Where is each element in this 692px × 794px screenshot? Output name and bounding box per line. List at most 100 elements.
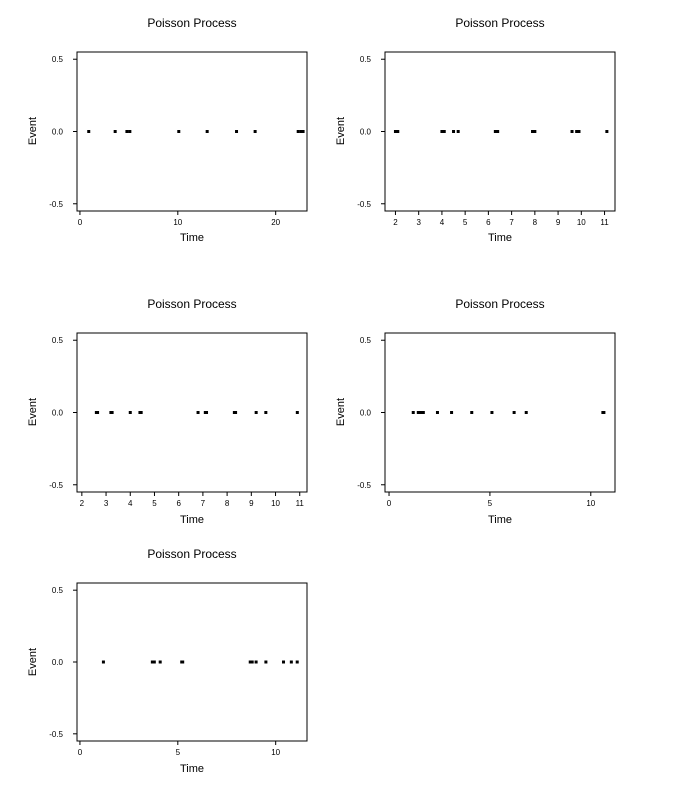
x-axis: 0 5 10 [387, 492, 596, 508]
data-point [101, 660, 105, 664]
data-points [94, 411, 299, 414]
y-axis: 0.5 0.0 -0.5 [49, 586, 77, 739]
data-point [234, 411, 238, 414]
y-tick-label: -0.5 [49, 481, 63, 490]
data-point [296, 130, 300, 133]
data-point [570, 130, 574, 133]
x-tick-label: 0 [78, 218, 83, 227]
y-axis: 0.5 0.0 -0.5 [357, 336, 385, 490]
data-point [531, 130, 535, 133]
x-tick-label: 10 [271, 499, 280, 508]
y-tick-label: -0.5 [357, 481, 371, 490]
data-point [575, 130, 579, 133]
data-point [235, 130, 239, 133]
data-point [452, 130, 456, 133]
data-point [421, 411, 425, 414]
x-tick-label: 8 [225, 499, 230, 508]
data-point [416, 411, 420, 414]
x-tick-label: 3 [416, 218, 421, 227]
data-point [411, 411, 415, 414]
y-axis-label: Event [27, 117, 39, 145]
y-axis: 0.5 0.0 -0.5 [357, 55, 385, 209]
data-point [177, 130, 181, 133]
data-point [96, 411, 100, 414]
x-axis: 0 10 20 [78, 211, 281, 227]
data-point [533, 130, 537, 133]
y-tick-label: -0.5 [357, 200, 371, 209]
x-tick-label: 6 [176, 499, 181, 508]
data-point [577, 130, 581, 133]
data-point [396, 130, 400, 133]
chart-title: Poisson Process [147, 16, 236, 30]
y-tick-label: 0.5 [52, 55, 64, 64]
x-tick-label: 9 [556, 218, 561, 227]
chart-title: Poisson Process [147, 547, 236, 561]
chart-panel-3: Poisson Process 0.50.0-0.5 2 3 4 5 6 7 8 9 10 11 … [27, 297, 308, 526]
y-axis-label: Event [27, 398, 39, 426]
data-point [248, 660, 252, 664]
data-point [442, 130, 446, 133]
data-point [299, 130, 303, 133]
data-point [450, 411, 454, 414]
data-point [282, 660, 286, 664]
data-point [264, 411, 268, 414]
data-point [295, 411, 299, 414]
y-tick-label: 0.0 [52, 658, 64, 667]
data-point [264, 660, 268, 664]
x-tick-label: 10 [271, 748, 280, 757]
data-point [205, 130, 209, 133]
x-tick-label: 0 [387, 499, 392, 508]
x-tick-label: 10 [577, 218, 586, 227]
y-tick-label: -0.5 [49, 200, 63, 209]
chart-panel-1: Poisson Process 0.5 0.0 -0.5 0 10 20 Time Ev… [27, 16, 308, 244]
x-tick-label: 11 [296, 499, 305, 508]
x-tick-label: 7 [509, 218, 514, 227]
data-point [295, 660, 299, 664]
x-axis-label: Time [180, 232, 204, 244]
y-tick-label: 0.0 [360, 128, 372, 137]
chart-panel-5: Poisson Process 0.5 0.0 -0.5 0 5 10 Time Eve… [27, 547, 308, 775]
data-point [419, 411, 423, 414]
x-tick-label: 9 [249, 499, 254, 508]
x-tick-label: 10 [173, 218, 182, 227]
x-axis-label: Time [488, 514, 512, 526]
y-tick-label: 0.0 [52, 128, 64, 137]
x-axis-label: Time [488, 232, 512, 244]
chart-panel-2: Poisson Process 0.50.0-0.5 2 3 4 5 6 7 8 9 10 11 … [335, 16, 616, 244]
data-points [101, 660, 299, 664]
x-axis-label: Time [180, 514, 204, 526]
y-tick-label: 0.5 [360, 336, 372, 345]
data-point [250, 660, 254, 664]
y-axis-label: Event [335, 398, 347, 426]
y-axis: 0.5 0.0 -0.5 [49, 336, 77, 490]
data-point [139, 411, 143, 414]
data-point [496, 130, 500, 133]
data-point [158, 660, 162, 664]
data-point [301, 130, 305, 133]
x-axis: 2 3 4 5 6 7 8 9 10 11 [80, 492, 305, 508]
x-axis-label: Time [180, 763, 204, 775]
x-tick-label: 5 [463, 218, 468, 227]
data-point [456, 130, 460, 133]
data-point [435, 411, 439, 414]
data-point [289, 660, 293, 664]
data-point [254, 411, 258, 414]
data-point [87, 130, 91, 133]
y-axis-label: Event [335, 117, 347, 145]
x-tick-label: 5 [176, 748, 181, 757]
data-point [205, 411, 209, 414]
data-point [440, 130, 444, 133]
y-tick-label: 0.5 [360, 55, 372, 64]
x-tick-label: 20 [271, 218, 280, 227]
data-point [493, 130, 497, 133]
data-point [128, 130, 132, 133]
chart-title: Poisson Process [455, 297, 544, 311]
x-tick-label: 4 [440, 218, 445, 227]
data-points [87, 130, 305, 133]
y-tick-label: 0.0 [360, 409, 372, 418]
x-tick-label: 5 [152, 499, 157, 508]
data-points [411, 411, 606, 414]
x-tick-label: 2 [393, 218, 398, 227]
y-axis-label: Event [27, 648, 39, 676]
